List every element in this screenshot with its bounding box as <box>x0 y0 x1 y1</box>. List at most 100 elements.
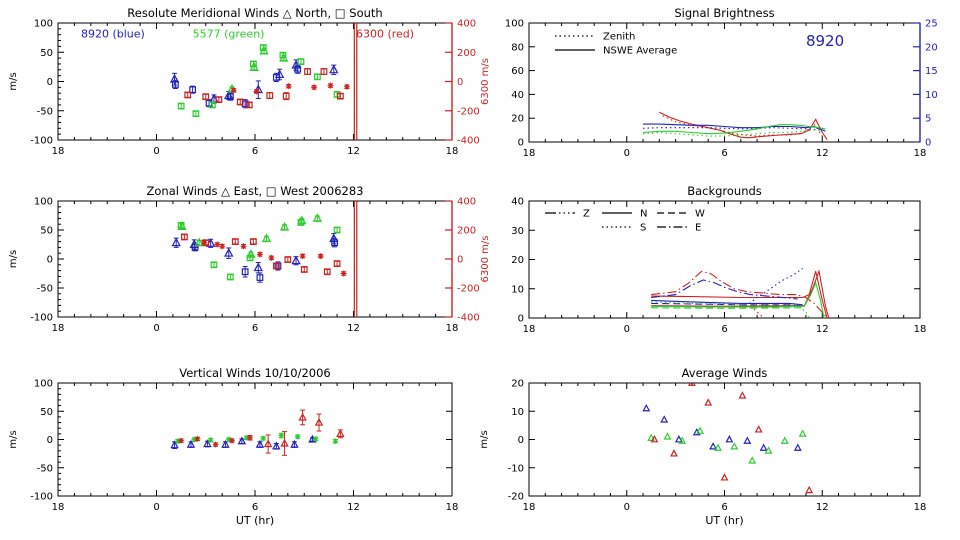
triangle-marker <box>253 262 263 272</box>
triangle-marker <box>255 439 265 448</box>
square-marker <box>226 93 234 101</box>
annotation-text: 8920 <box>806 32 844 50</box>
panel-title: Signal Brightness <box>674 6 774 20</box>
right-axis-tick-label: 0 <box>925 138 931 149</box>
triangle-marker <box>704 398 713 406</box>
square-marker <box>210 261 218 269</box>
square-marker <box>266 92 274 99</box>
triangle-marker <box>186 439 196 448</box>
square-marker <box>189 86 197 94</box>
axes-frame <box>57 22 453 141</box>
scatter-series-red-square <box>184 68 344 109</box>
star-marker <box>212 441 219 448</box>
right-axis-tick-label: 5 <box>925 114 931 125</box>
x-tick-label: 18 <box>446 502 459 513</box>
triangle-marker <box>798 429 807 437</box>
data-layer <box>642 383 814 494</box>
right-axis-tick-label: -200 <box>457 106 480 117</box>
line-series-blue-dashed <box>651 302 803 307</box>
x-tick-label: 6 <box>252 323 258 334</box>
triangle-marker <box>730 442 739 450</box>
data-layer <box>169 23 358 140</box>
triangle-marker <box>642 403 651 412</box>
x-tick-label: 12 <box>347 146 360 157</box>
triangle-marker <box>224 247 234 257</box>
triangle-marker <box>246 249 256 258</box>
scatter-series-red-star <box>230 82 350 95</box>
scatter-series-red-star <box>178 435 253 448</box>
y-tick-label: 60 <box>511 66 524 77</box>
square-marker <box>202 93 210 101</box>
star-marker <box>230 87 237 94</box>
x-tick-label: 18 <box>52 146 65 157</box>
y-tick-label: 20 <box>511 379 524 390</box>
panel-average-winds: 18 0 6 12 18 20 10 0 -10 -20 Average Winds m/s UT (h… <box>479 366 926 527</box>
right-axis-tick-label: 25 <box>925 19 938 30</box>
triangle-marker <box>759 443 768 451</box>
star-marker <box>340 270 347 277</box>
star-marker <box>240 243 247 250</box>
triangle-marker <box>194 237 204 247</box>
y-tick-label: 50 <box>40 226 53 237</box>
square-marker <box>181 233 188 241</box>
star-marker <box>312 436 319 442</box>
line-series-blue-dotted <box>745 267 804 307</box>
triangle-marker <box>748 456 757 464</box>
scatter-series-blue-square <box>171 64 302 109</box>
legend-label: W <box>695 209 705 220</box>
right-axis-tick-label: 200 <box>457 226 476 237</box>
annotation-text: 6300 (red) <box>356 28 414 41</box>
y-tick-label: -50 <box>37 106 53 117</box>
y-tick-label: 50 <box>40 48 53 59</box>
x-tick-label: 0 <box>624 502 630 513</box>
data-layer <box>171 201 358 317</box>
square-marker <box>192 110 200 118</box>
y-tick-label: 20 <box>511 114 524 125</box>
panel-title: Vertical Winds 10/10/2006 <box>179 366 331 380</box>
square-marker <box>294 65 302 73</box>
right-axis-label: 6300 m/s <box>480 236 491 283</box>
triangle-marker <box>298 412 307 421</box>
line-series-red-dashdot <box>651 270 828 318</box>
square-marker <box>304 68 311 75</box>
scatter-series-green-triangle <box>177 213 323 258</box>
x-tick-label: 0 <box>153 146 159 157</box>
y-tick-label: 0 <box>518 138 524 149</box>
x-tick-label: 0 <box>624 148 630 159</box>
line-series-blue-solid <box>643 123 826 132</box>
square-marker <box>249 238 257 246</box>
y-tick-label: 0 <box>47 255 53 266</box>
square-marker <box>249 60 257 68</box>
triangle-marker <box>780 436 789 444</box>
triangle-marker <box>336 429 345 437</box>
line-series-green-dotted <box>651 301 810 318</box>
x-tick-label: 18 <box>914 148 927 159</box>
y-tick-label: 30 <box>511 226 524 237</box>
x-tick-label: 6 <box>721 324 727 335</box>
y-tick-label: 20 <box>511 255 524 266</box>
y-tick-label: -50 <box>37 463 53 474</box>
y-tick-label: 40 <box>511 197 524 208</box>
legend-label: NSWE Average <box>603 46 677 57</box>
star-marker <box>343 83 350 90</box>
legend-label: Z <box>583 209 590 220</box>
right-axis-tick-label: 200 <box>457 48 476 59</box>
triangle-marker <box>754 425 763 433</box>
star-marker <box>229 437 235 444</box>
annotation-text: 5577 (green) <box>193 28 265 41</box>
star-marker <box>285 83 292 90</box>
y-tick-label: 100 <box>34 379 53 390</box>
right-axis-tick-label: 400 <box>457 19 476 30</box>
triangle-marker <box>696 426 705 434</box>
y-tick-label: 0 <box>47 77 53 88</box>
panel-zonal-winds: 18 0 6 12 18 100 50 0 -50 -100 400 200 0 -200 -400 6300… <box>8 184 491 334</box>
x-tick-label: 12 <box>816 324 829 335</box>
triangle-marker <box>314 417 324 426</box>
panel-meridional-winds: 18 0 6 12 18 100 50 0 -50 -100 400 200 0 -200 -400 6300… <box>8 6 491 157</box>
square-marker <box>215 96 223 104</box>
x-tick-label: 18 <box>52 502 65 513</box>
annotation-text: 8920 (blue) <box>81 28 145 41</box>
x-tick-label: 6 <box>252 502 258 513</box>
